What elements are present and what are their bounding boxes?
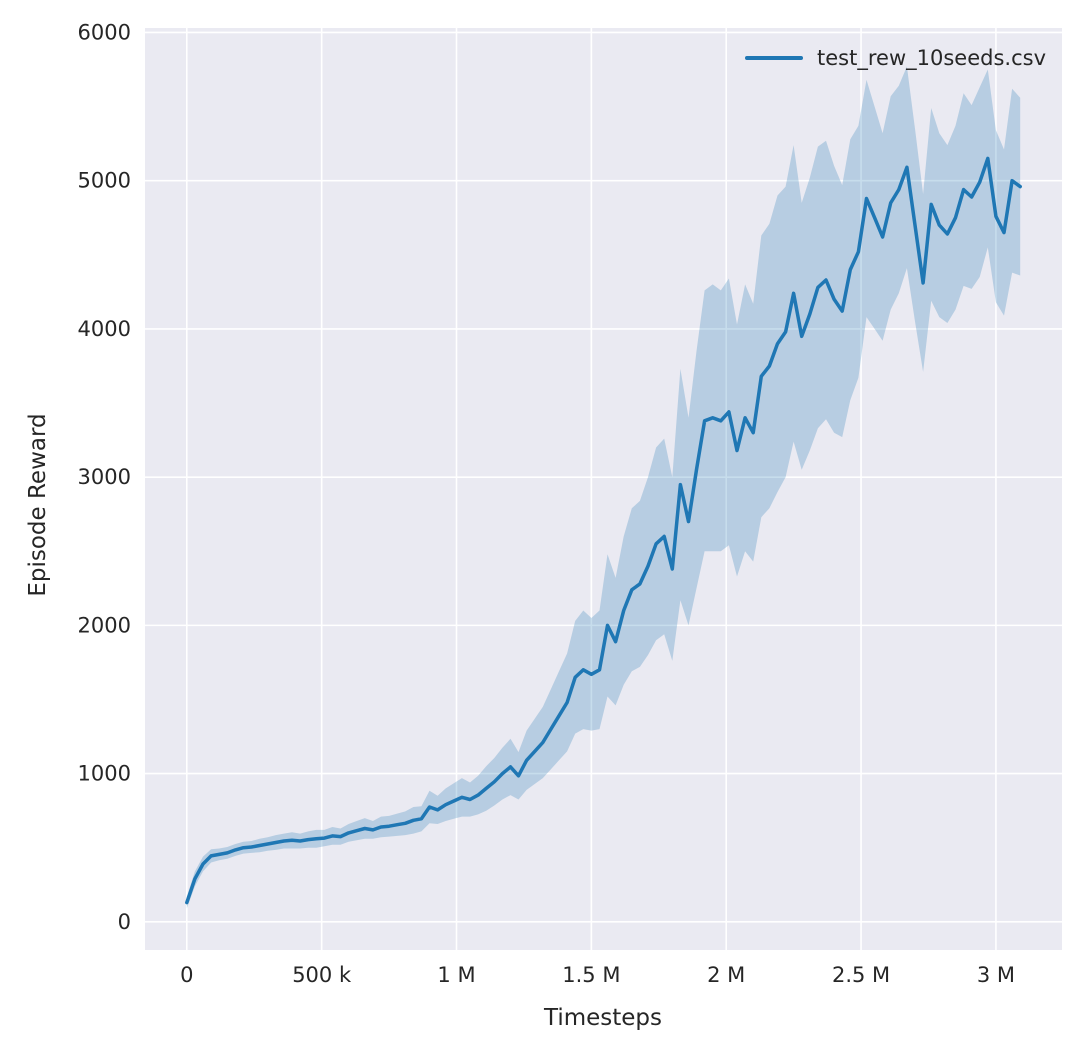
x-tick-label: 2 M [707,963,745,987]
plot-background [145,28,1062,950]
legend-label: test_rew_10seeds.csv [817,46,1046,70]
x-tick-label: 1 M [437,963,475,987]
legend-line-swatch [745,56,804,60]
reward-line [185,156,1022,905]
y-tick-label: 3000 [78,465,131,489]
y-tick-label: 0 [118,910,131,934]
legend: test_rew_10seeds.csv [745,46,1046,70]
x-tick-label: 3 M [977,963,1015,987]
y-tick-label: 2000 [78,613,131,637]
x-tick-label: 2.5 M [832,963,890,987]
y-tick-label: 4000 [78,317,131,341]
x-tick-label: 500 k [292,963,352,987]
y-tick-label: 1000 [78,762,131,786]
x-axis-label: Timesteps [543,1005,663,1031]
x-tick-label: 1.5 M [562,963,620,987]
x-tick-label: 0 [180,963,193,987]
y-axis-label: Episode Reward [25,413,51,597]
confidence-band [186,66,1021,909]
y-tick-label: 6000 [78,20,131,44]
y-tick-label: 5000 [78,169,131,193]
